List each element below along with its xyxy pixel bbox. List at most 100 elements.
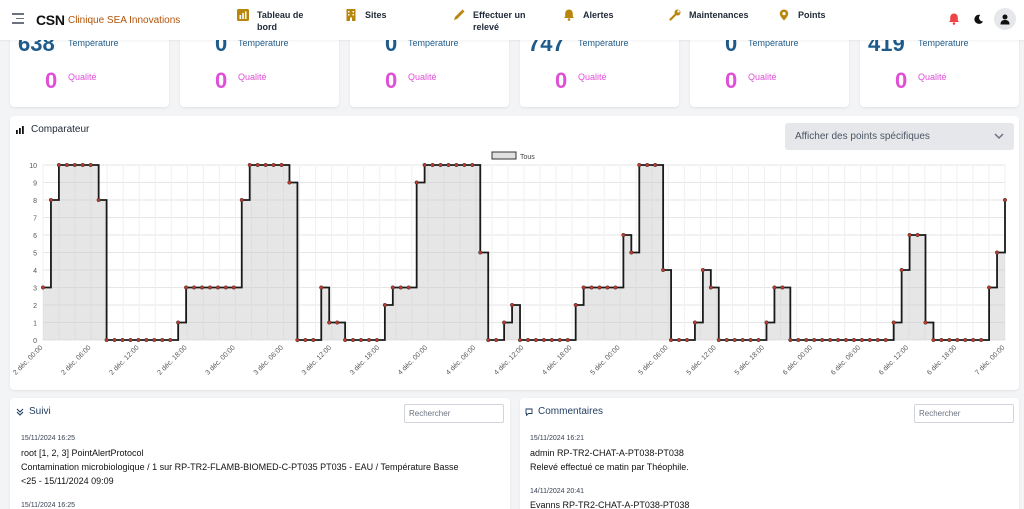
data-point xyxy=(748,337,753,343)
comparator-panel: 0 1 2 3 4 5 6 7 8 9 10 2 déc. 00:00 2 déc. 06:00 2 dé… xyxy=(10,116,1019,390)
brand-logo[interactable]: CSN xyxy=(36,12,65,28)
x-tick-label: 5 déc. 06:00 xyxy=(638,344,670,376)
data-point xyxy=(160,337,165,343)
x-tick-label: 3 déc. 12:00 xyxy=(301,344,333,376)
data-point xyxy=(605,285,610,290)
data-point xyxy=(517,337,523,343)
data-point xyxy=(168,337,173,343)
data-point xyxy=(851,337,856,343)
data-point xyxy=(48,197,54,203)
series-line xyxy=(43,164,1006,341)
data-point xyxy=(915,232,920,238)
data-point xyxy=(669,337,674,343)
data-point xyxy=(764,320,769,325)
comments-title: Commentaires xyxy=(538,406,604,417)
data-point xyxy=(947,337,952,343)
alert-bell-icon[interactable] xyxy=(948,13,960,25)
comment-entry-time: 15/11/2024 16:21 xyxy=(530,435,584,442)
temperature-label: Température xyxy=(408,38,459,48)
comment-icon xyxy=(525,408,533,416)
header-actions xyxy=(948,8,1016,30)
nav-maintenances[interactable]: Maintenances xyxy=(669,9,749,21)
temperature-label: Température xyxy=(68,38,119,48)
avatar[interactable] xyxy=(994,8,1016,30)
suivi-search-input[interactable] xyxy=(404,404,504,423)
data-point xyxy=(152,337,157,343)
data-point xyxy=(549,337,554,343)
data-point xyxy=(462,162,467,168)
wrench-icon xyxy=(669,9,681,21)
data-point xyxy=(454,162,459,168)
x-tick-label: 3 déc. 00:00 xyxy=(205,344,237,376)
data-point xyxy=(923,320,928,325)
y-tick-label: 2 xyxy=(33,303,37,310)
data-point xyxy=(430,162,435,168)
x-tick-label: 2 déc. 12:00 xyxy=(108,344,140,376)
data-point xyxy=(883,337,888,343)
data-point xyxy=(597,285,602,290)
data-point xyxy=(502,320,507,325)
data-point xyxy=(859,337,864,343)
data-point xyxy=(112,337,117,343)
nav-points[interactable]: Points xyxy=(778,9,826,21)
data-point xyxy=(812,337,817,343)
data-point xyxy=(939,337,944,343)
dark-mode-icon[interactable] xyxy=(973,14,984,25)
quality-label: Qualité xyxy=(238,72,267,82)
data-point xyxy=(740,337,745,343)
data-point xyxy=(955,337,960,343)
data-point xyxy=(231,285,236,290)
nav-record[interactable]: Effectuer un relevé xyxy=(453,9,526,33)
bar-chart-icon xyxy=(16,126,24,134)
data-point xyxy=(907,232,912,238)
data-point xyxy=(207,285,213,290)
data-point xyxy=(891,320,896,325)
stat-card[interactable]: 0 Température 0 Qualité xyxy=(350,31,509,107)
quality-count: 0 xyxy=(45,68,58,93)
nav-record-label: Effectuer un xyxy=(473,10,526,20)
x-tick-label: 4 déc. 18:00 xyxy=(541,344,573,376)
data-point xyxy=(716,337,721,343)
y-tick-label: 1 xyxy=(33,321,37,328)
nav-alerts[interactable]: Alertes xyxy=(563,9,614,21)
data-point xyxy=(72,162,77,168)
comment-entry-user: admin RP-TR2-CHAT-A-PT038-PT038 xyxy=(530,448,684,458)
data-point xyxy=(136,337,141,343)
nav-sites-label: Sites xyxy=(365,10,387,20)
temperature-label: Température xyxy=(748,38,799,48)
data-point xyxy=(494,337,499,343)
comparator-title: Comparateur xyxy=(31,124,90,135)
quality-label: Qualité xyxy=(68,72,97,82)
points-select[interactable]: Afficher des points spécifiques xyxy=(785,123,1014,150)
data-point xyxy=(398,285,403,290)
suivi-entry-time: 15/11/2024 16:25 xyxy=(21,435,75,442)
nav-dashboard[interactable]: Tableau de bord xyxy=(237,9,303,33)
data-point xyxy=(613,285,618,290)
y-tick-label: 5 xyxy=(33,251,37,258)
data-point xyxy=(1002,197,1008,203)
quality-count: 0 xyxy=(725,68,738,93)
comments-search-input[interactable] xyxy=(914,404,1014,423)
nav-maintenances-label: Maintenances xyxy=(689,10,749,20)
quality-count: 0 xyxy=(555,68,568,93)
stat-card[interactable]: 419 Température 0 Qualité xyxy=(860,31,1019,107)
top-navbar: CSN Clinique SEA Innovations Tableau de … xyxy=(0,0,1024,40)
stat-card[interactable]: 638 Température 0 Qualité xyxy=(10,31,169,107)
data-point xyxy=(438,162,443,168)
nav-dashboard-label: Tableau de xyxy=(257,10,304,20)
stat-card[interactable]: 0 Température 0 Qualité xyxy=(180,31,339,107)
quality-count: 0 xyxy=(385,68,398,93)
y-tick-label: 10 xyxy=(29,163,37,170)
data-point xyxy=(478,250,483,255)
comment-entry-user-2: Evanns RP-TR2-CHAT-A-PT038-PT038 xyxy=(530,500,690,509)
menu-toggle-icon[interactable] xyxy=(12,13,24,24)
y-tick-label: 0 xyxy=(33,338,37,345)
stat-card[interactable]: 0 Température 0 Qualité xyxy=(690,31,849,107)
legend-label: Tous xyxy=(520,154,535,161)
temperature-label: Température xyxy=(578,38,629,48)
quality-label: Qualité xyxy=(408,72,437,82)
data-point xyxy=(708,285,713,290)
nav-sites[interactable]: Sites xyxy=(345,9,387,21)
points-select-label: Afficher des points spécifiques xyxy=(795,131,930,142)
stat-card[interactable]: 747 Température 0 Qualité xyxy=(520,31,679,107)
